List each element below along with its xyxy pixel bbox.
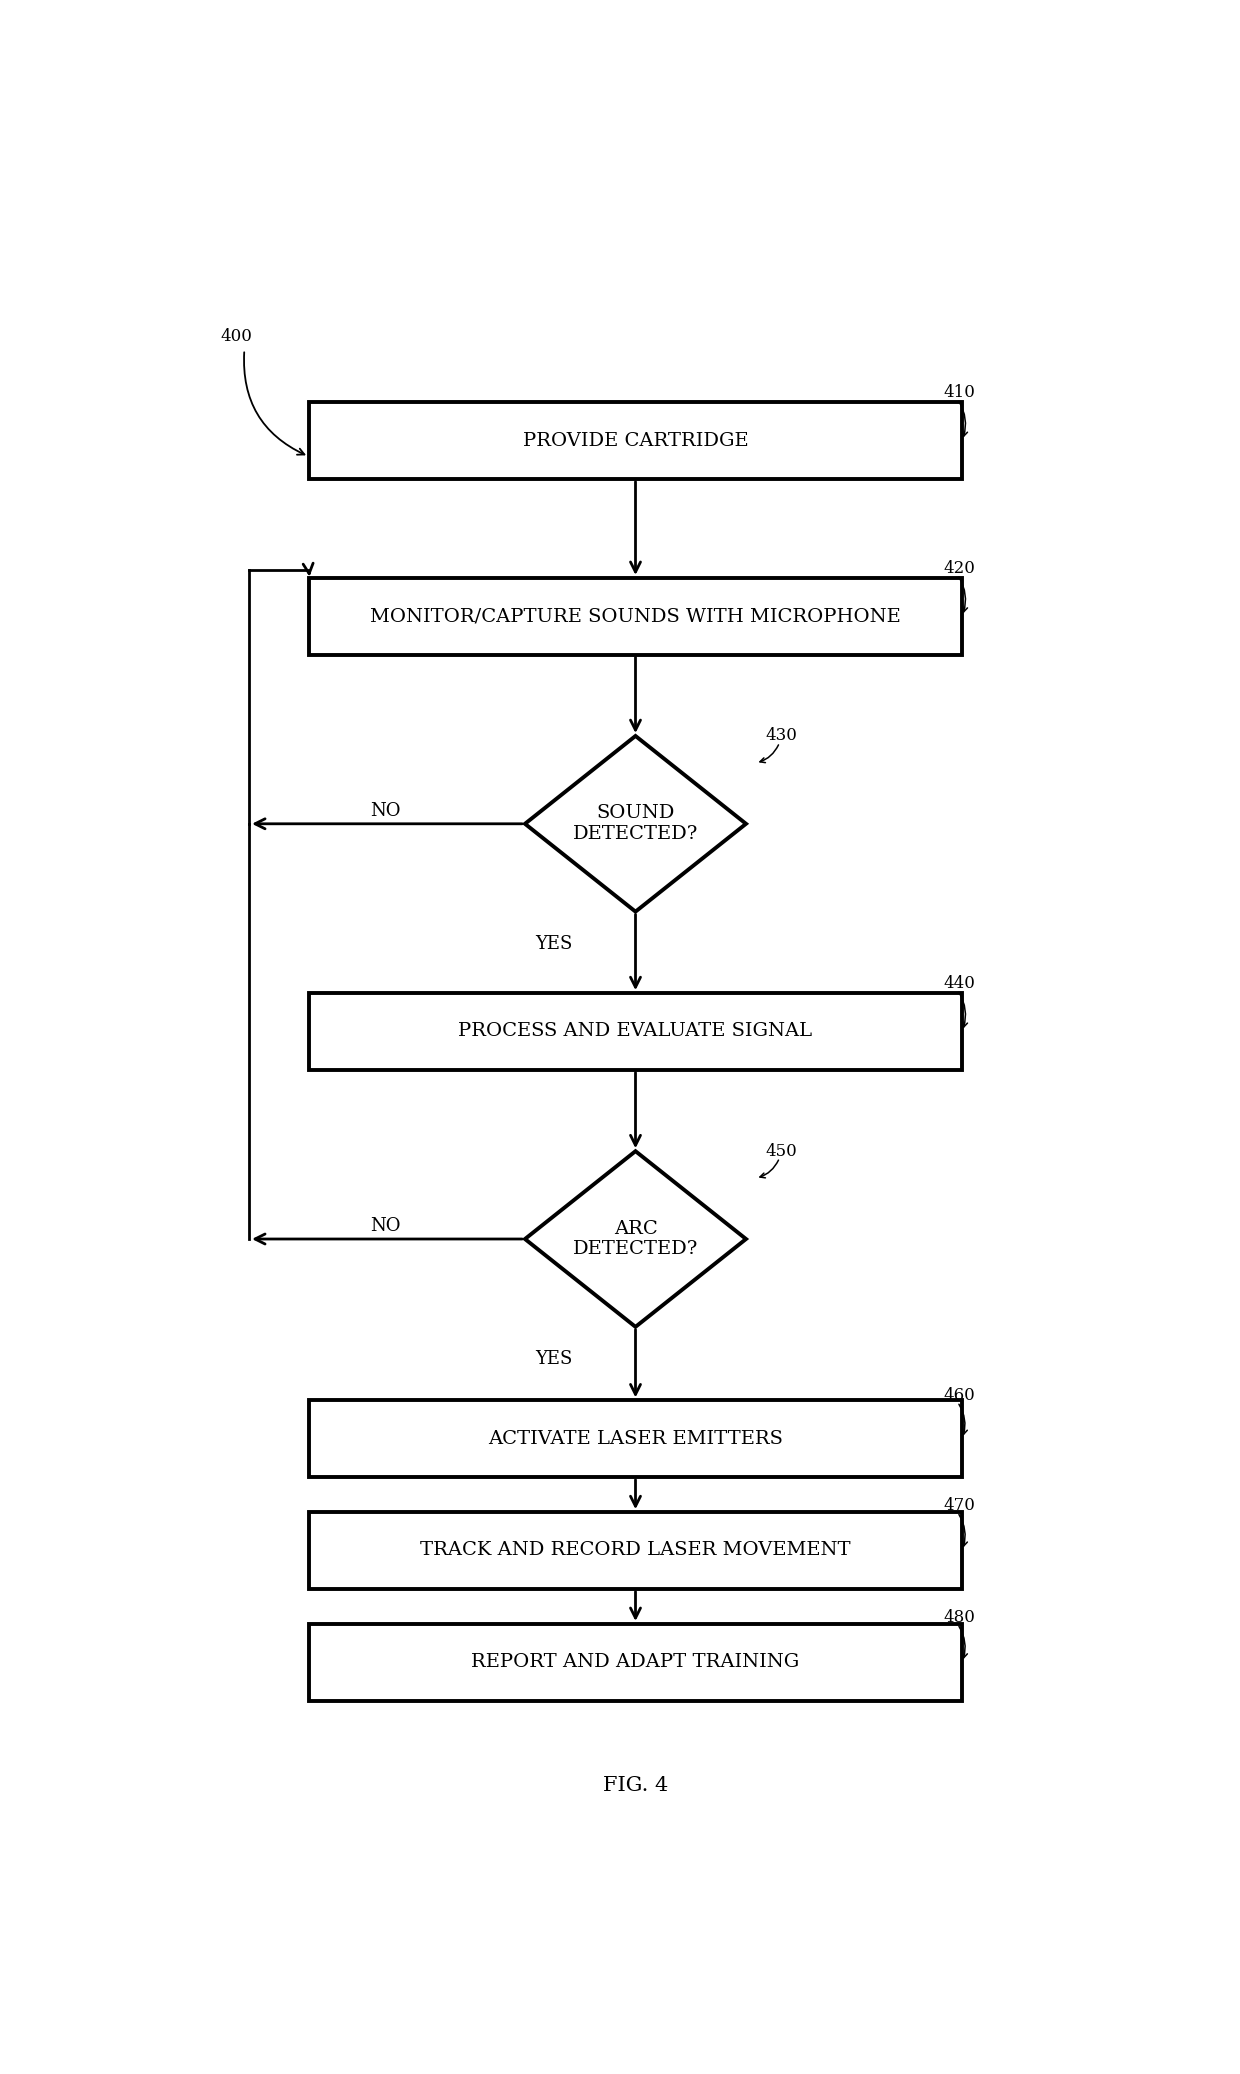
Text: 440: 440	[942, 975, 975, 991]
Text: 450: 450	[765, 1143, 797, 1159]
Text: SOUND
DETECTED?: SOUND DETECTED?	[573, 805, 698, 844]
Text: 480: 480	[942, 1609, 975, 1626]
Text: 460: 460	[942, 1388, 975, 1404]
Text: ACTIVATE LASER EMITTERS: ACTIVATE LASER EMITTERS	[489, 1429, 782, 1448]
Text: 420: 420	[942, 560, 975, 577]
Text: ARC
DETECTED?: ARC DETECTED?	[573, 1220, 698, 1259]
Polygon shape	[525, 1151, 746, 1327]
Text: PROCESS AND EVALUATE SIGNAL: PROCESS AND EVALUATE SIGNAL	[459, 1022, 812, 1041]
Bar	[309, 993, 962, 1070]
Text: 430: 430	[765, 728, 797, 745]
Text: 410: 410	[942, 384, 975, 400]
Text: PROVIDE CARTRIDGE: PROVIDE CARTRIDGE	[523, 431, 748, 450]
Polygon shape	[525, 736, 746, 913]
Bar	[309, 1400, 962, 1477]
Bar	[309, 402, 962, 479]
Text: NO: NO	[371, 1217, 401, 1236]
Text: MONITOR/CAPTURE SOUNDS WITH MICROPHONE: MONITOR/CAPTURE SOUNDS WITH MICROPHONE	[370, 608, 901, 624]
Bar	[309, 1512, 962, 1589]
Bar	[309, 579, 962, 655]
Text: TRACK AND RECORD LASER MOVEMENT: TRACK AND RECORD LASER MOVEMENT	[420, 1541, 851, 1560]
Bar	[309, 1624, 962, 1701]
Text: NO: NO	[371, 803, 401, 819]
Text: YES: YES	[536, 1350, 573, 1367]
Text: 470: 470	[942, 1497, 975, 1514]
Text: REPORT AND ADAPT TRAINING: REPORT AND ADAPT TRAINING	[471, 1653, 800, 1672]
Text: 400: 400	[221, 328, 252, 344]
Text: FIG. 4: FIG. 4	[603, 1775, 668, 1794]
Text: YES: YES	[536, 935, 573, 952]
